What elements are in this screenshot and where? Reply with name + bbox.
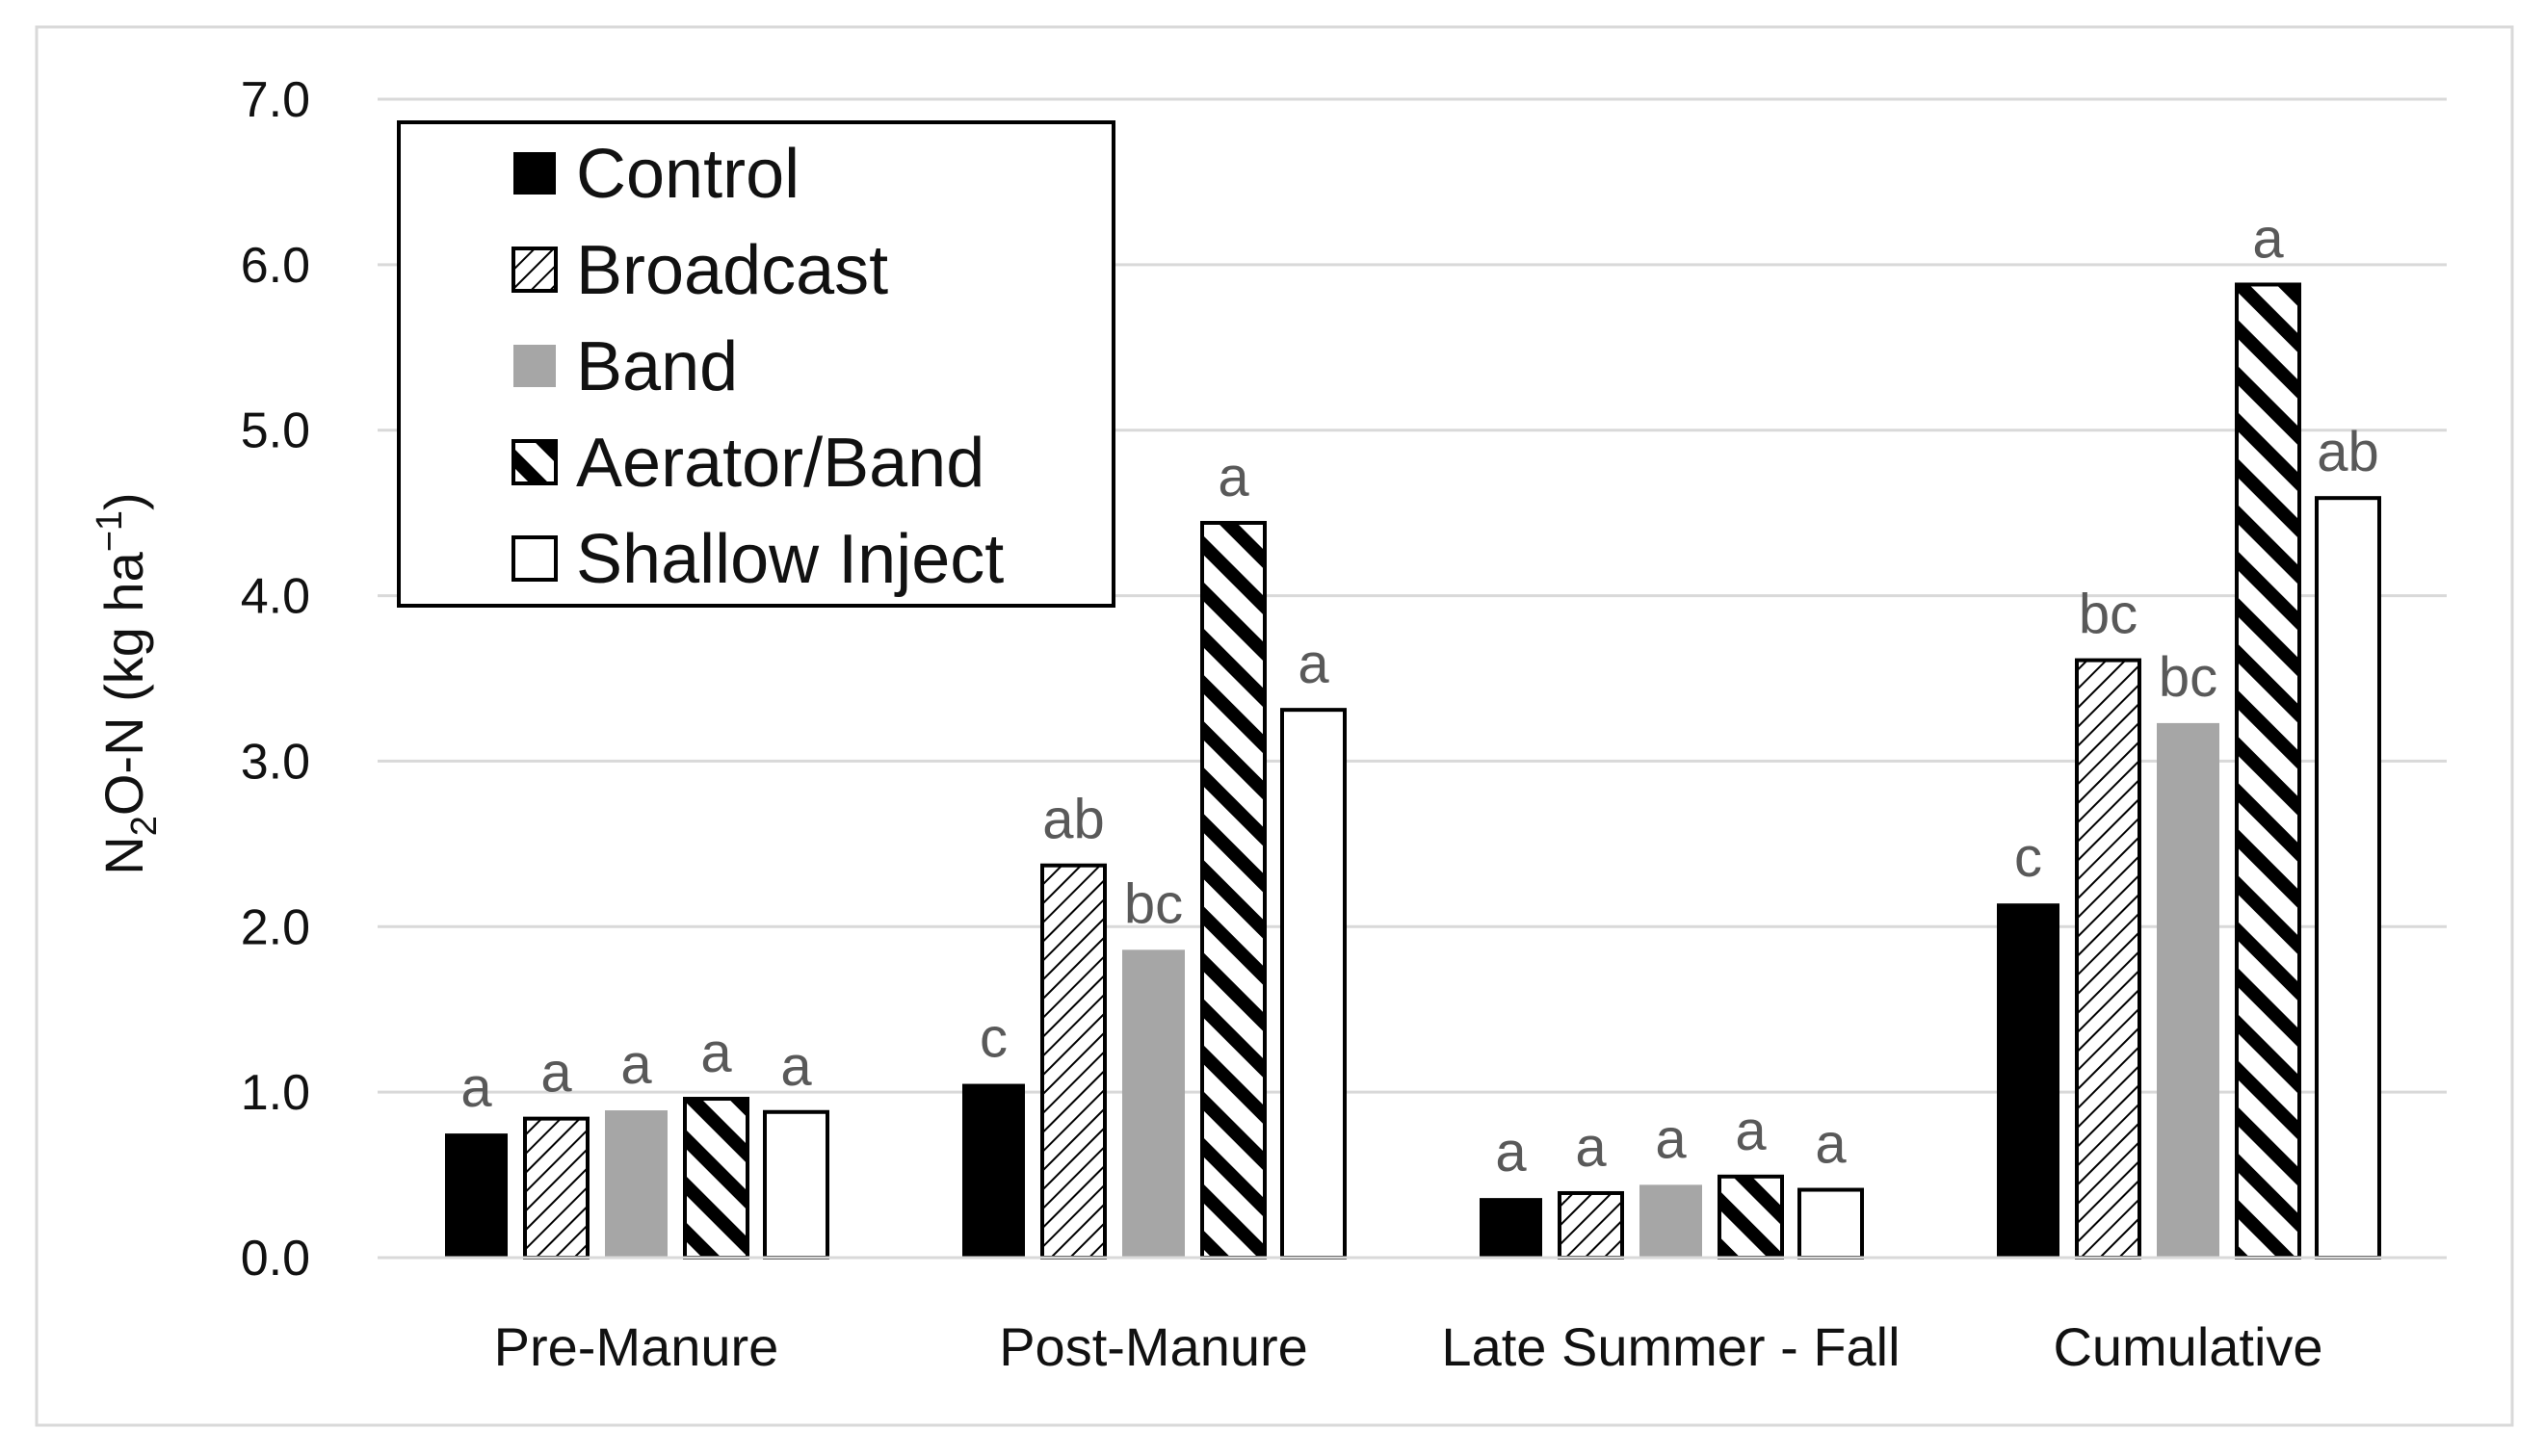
significance-letter: bc [2159, 646, 2217, 709]
legend-label: Shallow Inject [576, 521, 1004, 598]
significance-letter: a [780, 1035, 812, 1098]
bar-shallow-inject [1280, 708, 1347, 1260]
significance-letter: a [1575, 1116, 1607, 1179]
legend-label: Aerator/Band [576, 425, 984, 502]
bar-band [1122, 949, 1185, 1258]
bar-control [962, 1083, 1025, 1258]
significance-letter: a [700, 1022, 732, 1084]
bar-band [1639, 1184, 1702, 1258]
legend-swatch [511, 439, 558, 485]
significance-letter: c [2014, 826, 2042, 889]
y-axis-label: N2O-N (kg ha−1) [90, 492, 165, 874]
legend-label: Control [576, 136, 800, 213]
bar-broadcast [1040, 863, 1107, 1260]
x-category-label: Pre-Manure [494, 1316, 779, 1377]
significance-letter: a [620, 1033, 652, 1096]
significance-letter: ab [1042, 789, 1105, 851]
y-axis-tick-labels: 0.0 1.0 2.0 3.0 4.0 5.0 6.0 7.0 [241, 72, 310, 1287]
bar-control [1480, 1198, 1542, 1258]
x-category-label: Post-Manure [999, 1316, 1308, 1377]
significance-letter: a [2252, 207, 2284, 270]
significance-letter: a [1218, 446, 1249, 508]
bar-shallow-inject [2315, 496, 2381, 1260]
legend: Control Broadcast Band Aerator/Band Shallow … [397, 120, 1115, 608]
x-category-label: Cumulative [2053, 1316, 2322, 1377]
significance-letter: bc [1124, 872, 1183, 935]
bar-aerator-band [2235, 282, 2301, 1261]
y-tick-label: 3.0 [241, 734, 310, 790]
significance-letter: a [1735, 1100, 1767, 1162]
significance-letter: a [1815, 1113, 1847, 1176]
bar-aerator-band [1718, 1174, 1784, 1261]
significance-letter: a [460, 1056, 492, 1119]
bar-broadcast [523, 1116, 590, 1261]
legend-swatch [513, 345, 556, 387]
bar-aerator-band [683, 1097, 749, 1260]
legend-swatch [511, 535, 558, 582]
legend-swatch [511, 247, 558, 293]
x-axis-category-labels: Pre-Manure Post-Manure Late Summer - Fall C… [494, 1316, 2323, 1377]
bar-band [605, 1110, 668, 1258]
y-tick-label: 1.0 [241, 1065, 310, 1121]
significance-letter: a [540, 1042, 572, 1105]
bar-broadcast [1558, 1190, 1624, 1260]
legend-swatch [513, 152, 556, 195]
legend-label: Broadcast [576, 232, 888, 309]
significance-letter: bc [2079, 584, 2137, 646]
y-tick-label: 6.0 [241, 238, 310, 294]
bar-shallow-inject [763, 1109, 829, 1261]
significance-letter: a [1298, 633, 1329, 695]
significance-letter: a [1655, 1107, 1687, 1170]
y-tick-label: 0.0 [241, 1231, 310, 1287]
bar-broadcast [2075, 658, 2141, 1260]
bar-aerator-band [1200, 520, 1267, 1260]
bar-control [445, 1133, 508, 1258]
y-tick-label: 2.0 [241, 899, 310, 955]
bars [445, 282, 2381, 1261]
y-tick-label: 7.0 [241, 72, 310, 128]
bar-control [1997, 903, 2059, 1258]
legend-label: Band [576, 328, 738, 405]
x-category-label: Late Summer - Fall [1441, 1316, 1900, 1377]
significance-letter: ab [2317, 421, 2379, 483]
significance-letter: a [1495, 1121, 1527, 1183]
y-tick-label: 5.0 [241, 403, 310, 459]
bar-shallow-inject [1797, 1187, 1864, 1260]
y-tick-label: 4.0 [241, 569, 310, 625]
significance-letter: c [980, 1007, 1008, 1070]
bar-band [2157, 722, 2219, 1258]
